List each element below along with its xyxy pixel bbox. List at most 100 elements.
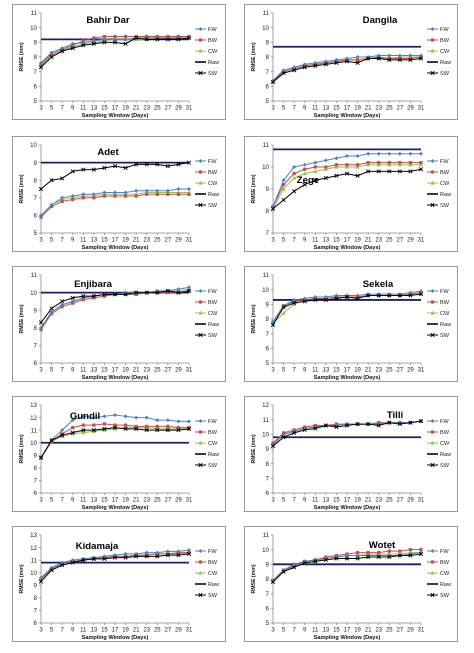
y-tick-label: 10 (30, 142, 37, 149)
x-tick-label: 21 (365, 238, 372, 244)
x-tick-label: 27 (397, 106, 404, 112)
x-tick-label: 27 (165, 628, 172, 634)
legend-label: Raw (208, 60, 220, 66)
x-tick-label: 23 (143, 498, 150, 504)
x-tick-label: 25 (154, 238, 161, 244)
x-tick-label: 7 (60, 498, 64, 504)
data-point-fw (155, 188, 160, 193)
x-tick-label: 17 (112, 238, 119, 244)
data-point-fw (302, 296, 307, 301)
data-point-bw (324, 165, 328, 169)
x-tick-label: 17 (344, 368, 351, 374)
x-tick-label: 11 (80, 368, 87, 374)
data-point-bw (187, 426, 191, 430)
data-point-bw (366, 551, 370, 555)
data-point-sw (123, 292, 128, 297)
data-point-sw (281, 569, 286, 574)
data-point-sw (49, 568, 54, 573)
y-tick-label: 8 (266, 316, 270, 323)
data-point-sw (60, 433, 65, 438)
series-line-bw (272, 162, 421, 207)
x-tick-label: 13 (323, 368, 330, 374)
data-point-fw (176, 549, 181, 554)
x-tick-label: 23 (375, 106, 382, 112)
legend-marker (198, 38, 203, 42)
data-point-sw (355, 296, 360, 301)
data-point-cw (355, 164, 360, 169)
x-tick-label: 19 (122, 238, 129, 244)
y-tick-label: 9 (34, 160, 38, 167)
x-tick-label: 31 (418, 498, 425, 504)
x-tick-label: 15 (101, 628, 108, 634)
data-point-bw (81, 423, 85, 427)
data-point-sw (186, 426, 192, 432)
y-tick-label: 6 (266, 490, 270, 497)
data-point-bw (145, 192, 149, 196)
data-point-bw (292, 172, 296, 176)
data-point-fw (292, 297, 297, 302)
x-axis-label: Sampling Window (Days) (314, 635, 381, 641)
legend-marker (198, 560, 203, 564)
data-point-fw (376, 151, 381, 156)
data-point-fw (271, 442, 275, 447)
data-point-sw (387, 554, 392, 560)
legend-label: CW (208, 571, 218, 577)
data-point-fw (334, 156, 339, 161)
data-point-sw (186, 35, 192, 41)
x-tick-label: 19 (354, 238, 361, 244)
legend-marker (198, 27, 203, 31)
x-tick-label: 15 (101, 368, 108, 374)
data-point-bw (398, 56, 402, 61)
data-point-sw (176, 552, 181, 558)
data-point-bw (134, 424, 138, 428)
legend-label: SW (208, 203, 218, 209)
legend-label: BW (208, 560, 218, 566)
x-tick-label: 31 (186, 628, 193, 634)
data-point-fw (81, 40, 86, 45)
legend-marker (430, 430, 435, 434)
x-axis-label: Sampling Window (Days) (314, 375, 381, 381)
y-tick-label: 6 (34, 620, 38, 627)
legend-marker (430, 549, 435, 553)
data-point-sw (366, 554, 371, 560)
x-tick-label: 17 (112, 628, 119, 634)
data-point-fw (408, 290, 413, 295)
chart-panel-zege: 7 8 9 10 11 3 5 7 9 11 13 15 17 19 21 23 25 27 29 31 Samplin… (244, 136, 458, 252)
x-tick-label: 25 (154, 498, 161, 504)
data-point-sw (355, 421, 360, 427)
data-point-cw (292, 175, 297, 180)
data-point-bw (187, 551, 191, 555)
x-tick-label: 15 (333, 368, 340, 374)
data-point-cw (366, 162, 371, 167)
data-point-bw (377, 551, 381, 555)
data-point-cw (408, 162, 413, 167)
data-point-sw (292, 565, 297, 570)
data-point-fw (313, 160, 318, 165)
data-point-sw (302, 299, 307, 304)
data-point-bw (176, 426, 181, 430)
data-point-sw (123, 165, 128, 170)
y-tick-label: 6 (34, 360, 38, 367)
data-point-sw (49, 178, 54, 183)
legend-marker (430, 38, 435, 42)
y-tick-label: 7 (266, 591, 270, 598)
legend-marker (430, 419, 435, 423)
data-point-fw (302, 559, 307, 564)
x-tick-label: 11 (80, 628, 87, 634)
data-point-sw (408, 293, 413, 298)
data-point-sw (387, 57, 392, 63)
data-point-bw (398, 549, 402, 553)
data-point-sw (60, 176, 65, 181)
data-point-fw (187, 285, 191, 290)
data-point-bw (60, 199, 64, 203)
data-point-fw (155, 418, 160, 423)
y-tick-label: 9 (34, 307, 38, 314)
y-axis-label: RMSE (mm) (19, 174, 25, 203)
data-point-bw (113, 423, 117, 427)
data-point-cw (91, 429, 96, 433)
data-point-sw (186, 288, 192, 293)
data-point-fw (60, 560, 65, 565)
